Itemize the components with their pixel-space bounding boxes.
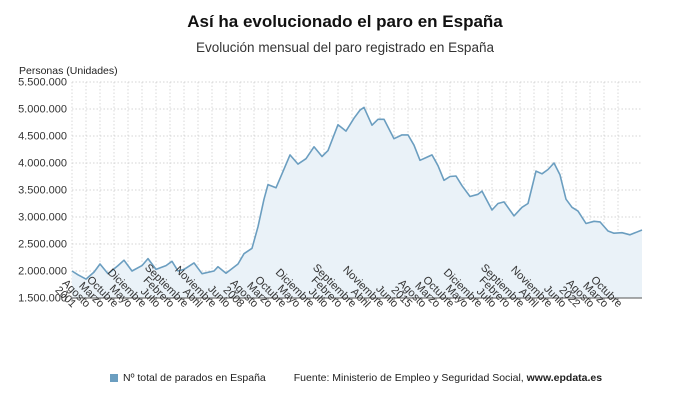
legend: Nº total de parados en España Fuente: Mi…	[110, 372, 602, 384]
y-tick-label: 4.500.000	[18, 131, 67, 143]
y-tick-label: 1.500.000	[18, 293, 67, 305]
series-line	[71, 106, 643, 280]
y-tick-label: 2.000.000	[18, 266, 67, 278]
y-tick-label: 5.000.000	[18, 104, 67, 116]
legend-series-label: Nº total de parados en España	[123, 372, 266, 384]
source-site: www.epdata.es	[526, 372, 603, 384]
source-prefix: Fuente: Ministerio de Empleo y Seguridad…	[293, 372, 527, 384]
y-axis-label: Personas (Unidades)	[19, 65, 118, 77]
y-tick-label: 3.000.000	[18, 212, 67, 224]
chart-title: Así ha evolucionado el paro en España	[187, 12, 503, 31]
y-tick-label: 5.500.000	[18, 77, 67, 89]
y-tick-label: 3.500.000	[18, 185, 67, 197]
y-axis-ticks: 1.500.000 2.000.000 2.500.000 3.000.000 3.50…	[18, 77, 67, 305]
source-text: Fuente: Ministerio de Empleo y Seguridad…	[294, 372, 602, 384]
chart-subtitle: Evolución mensual del paro registrado en…	[196, 40, 494, 55]
legend-swatch	[110, 374, 118, 382]
y-tick-label: 2.500.000	[18, 239, 67, 251]
series-area	[72, 107, 642, 299]
y-tick-label: 4.000.000	[18, 158, 67, 170]
